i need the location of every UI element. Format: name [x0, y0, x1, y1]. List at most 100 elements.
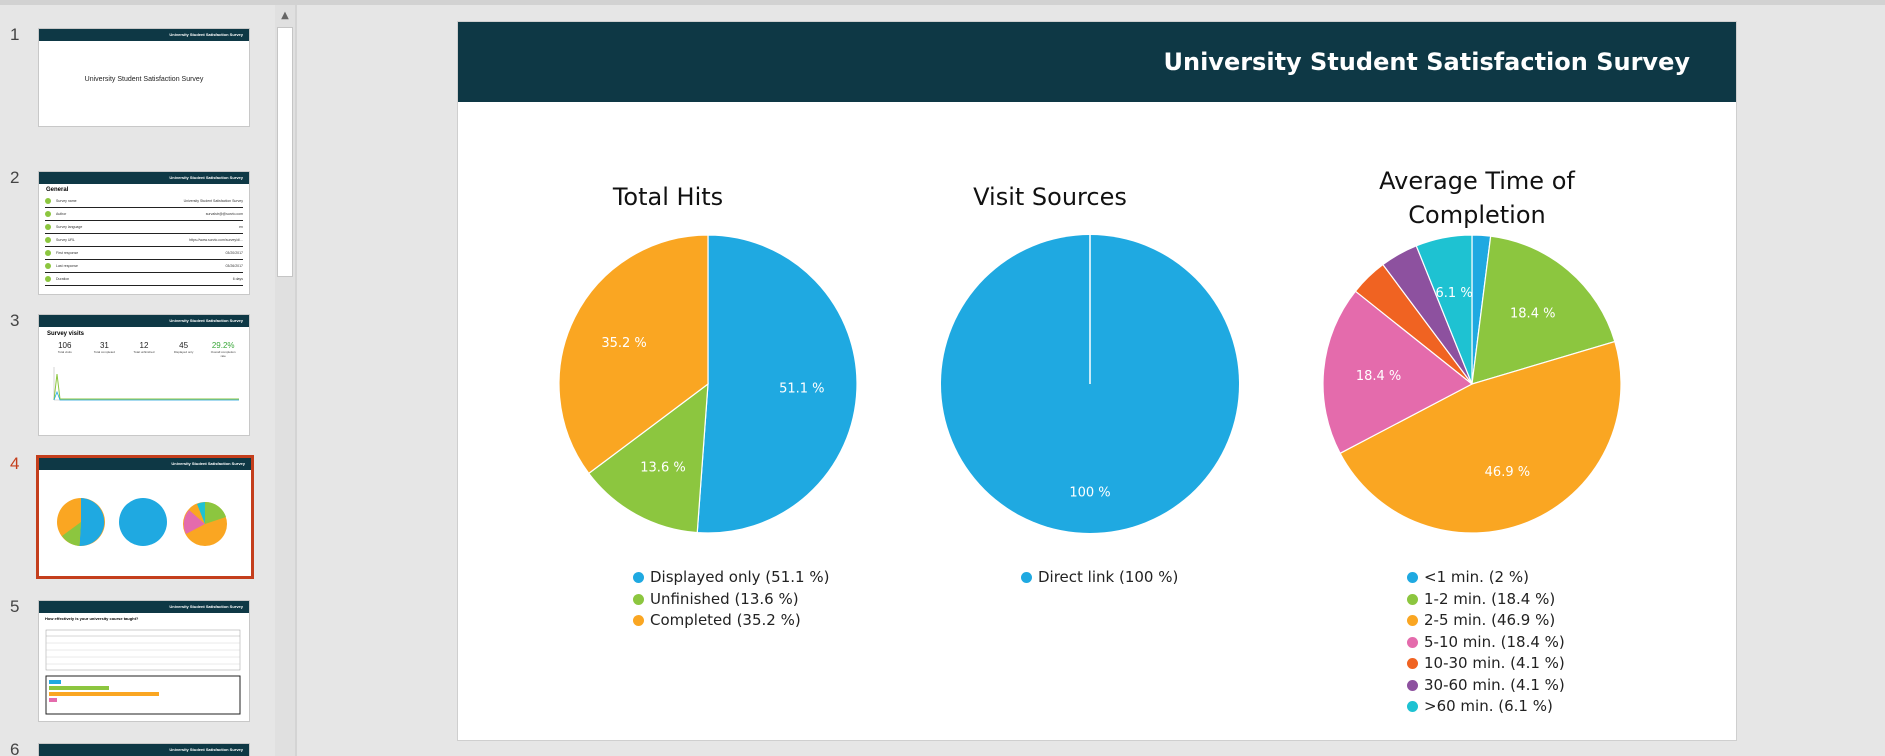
thumb-row-value: en [239, 225, 243, 229]
thumb-header: University Student Satisfaction Survey [39, 744, 249, 756]
legend-label: Completed (35.2 %) [650, 611, 801, 629]
legend-label: 2-5 min. (46.9 %) [1424, 611, 1556, 629]
thumb-table-and-bars [45, 629, 241, 715]
legend-item-2-5-min: 2-5 min. (46.9 %) [1407, 610, 1565, 632]
thumb-row-value: survalstr@@survio.com [205, 212, 243, 216]
thumb-stat-label: Total completed [93, 350, 115, 354]
pie-chart-total-hits[interactable]: 51.1 % 13.6 % 35.2 % [558, 234, 858, 534]
legend-swatch [1407, 615, 1418, 626]
legend-item-10-30-min: 10-30 min. (4.1 %) [1407, 653, 1565, 675]
thumb-info-row: Survey language en [45, 221, 243, 234]
slide-number-4: 4 [10, 454, 20, 473]
pie-slice-5-10-min[interactable] [1322, 290, 1474, 455]
thumb-header: University Student Satisfaction Survey [39, 29, 249, 41]
slide-thumbnail-1[interactable]: University Student Satisfaction Survey U… [38, 28, 250, 127]
thumb-stat-value: 29.2% [211, 341, 235, 350]
info-circle-icon [45, 276, 51, 282]
legend-label: 30-60 min. (4.1 %) [1424, 675, 1565, 694]
slide-thumbnail-3[interactable]: University Student Satisfaction Survey S… [38, 314, 250, 436]
pane-divider[interactable] [295, 5, 297, 756]
thumb-row-label: Survey URL [56, 238, 75, 242]
legend-item-30-60-min: 30-60 min. (4.1 %) [1407, 675, 1565, 697]
scrollbar-thumb[interactable] [277, 27, 293, 277]
info-circle-icon [45, 224, 51, 230]
pie-data-label: 18.4 % [1356, 369, 1401, 384]
slide-thumbnail-5[interactable]: University Student Satisfaction Survey H… [38, 600, 250, 722]
legend-label: 10-30 min. (4.1 %) [1424, 654, 1565, 672]
thumb-row-label: First response [56, 251, 79, 255]
thumb-stat-label: Total visits [57, 350, 72, 354]
legend-swatch [1407, 679, 1418, 691]
thumb-info-row: Author survalstr@@survio.com [45, 208, 243, 221]
info-circle-icon [45, 198, 51, 204]
legend-swatch [1407, 593, 1418, 605]
thumb-stat: 45 Displayed only [169, 341, 199, 358]
pie-data-label: 51.1 % [779, 381, 824, 396]
legend-label: Direct link (100 %) [1038, 568, 1179, 586]
legend-swatch [1021, 572, 1032, 583]
thumb-info-table: Survey name University Student Satisfacti… [39, 195, 249, 286]
legend-item-60-min: >60 min. (6.1 %) [1407, 696, 1565, 718]
legend-swatch [633, 572, 644, 583]
thumb-info-row: Duration 6 days [45, 273, 243, 286]
thumb-stat-value: 31 [99, 341, 109, 350]
window-top-strip [0, 0, 1885, 5]
legend-swatch [1407, 572, 1418, 583]
legend-swatch [633, 615, 644, 626]
legend-swatch [1407, 636, 1418, 648]
legend-swatch [633, 593, 644, 605]
scroll-up-arrow-icon[interactable]: ▲ [281, 10, 289, 21]
pie-slice-unfinished[interactable] [587, 382, 709, 534]
thumbnail-scrollbar[interactable]: ▲ [275, 5, 295, 756]
pie-slice-1-2-min[interactable] [1471, 235, 1616, 385]
thumb-row-label: Duration [56, 277, 70, 281]
thumb-stat: 29.2% Overall completion rate [208, 341, 238, 358]
chart-title-average-time: Average Time of Completion [1379, 167, 1575, 229]
thumb-stat-value: 106 [58, 341, 72, 350]
thumb-row-value: 6 days [232, 277, 243, 281]
thumb-row-value: University Student Satisfaction Survey [183, 199, 243, 203]
thumb-header: University Student Satisfaction Survey [39, 172, 249, 184]
thumb-section-title: How effectively is your university cours… [45, 616, 139, 621]
current-slide[interactable]: University Student Satisfaction Survey T… [457, 21, 1737, 741]
pie-data-label: 6.1 % [1436, 286, 1473, 301]
thumb-row-label: Survey language [56, 225, 83, 229]
info-circle-icon [45, 211, 51, 217]
legend-swatch [1407, 701, 1418, 712]
thumb-pie-charts [57, 498, 227, 547]
slide-thumbnail-2[interactable]: University Student Satisfaction Survey G… [38, 171, 250, 295]
legend-item-unfinished: Unfinished (13.6 %) [633, 589, 829, 611]
slide-thumbnail-pane[interactable]: 1 University Student Satisfaction Survey… [0, 5, 275, 756]
legend-average-time: <1 min. (2 %) 1-2 min. (18.4 %) 2-5 min. (… [1407, 567, 1565, 718]
info-circle-icon [45, 237, 51, 243]
slide-thumbnail-4[interactable]: University Student Satisfaction Survey [36, 455, 254, 579]
thumb-visits-line-chart [53, 367, 239, 401]
pie-data-label: 13.6 % [640, 460, 685, 475]
thumb-stat: 31 Total completed [89, 341, 119, 358]
pie-chart-average-time[interactable]: 18.4 % 46.9 % 18.4 % 6.1 % [1322, 234, 1622, 534]
pie-slice-displayed-only[interactable] [696, 234, 858, 534]
info-circle-icon [45, 250, 51, 256]
pie-chart-visit-sources[interactable]: 100 % [940, 234, 1240, 534]
slide-thumbnail-6[interactable]: University Student Satisfaction Survey [38, 743, 250, 756]
thumb-row-value: 03/20/2017 [225, 251, 243, 255]
chart-title-total-hits: Total Hits [612, 183, 724, 211]
legend-label: 1-2 min. (18.4 %) [1424, 589, 1556, 608]
pie-slice-completed[interactable] [558, 234, 709, 475]
pie-data-label: 100 % [1069, 485, 1110, 500]
slide-header-bar: University Student Satisfaction Survey [458, 22, 1736, 102]
pie-data-label: 46.9 % [1485, 465, 1530, 480]
pie-slice-2-5-min[interactable] [1339, 340, 1622, 534]
pie-slice-60-min[interactable] [1415, 234, 1473, 385]
slide-number-3: 3 [10, 311, 20, 330]
legend-label: >60 min. (6.1 %) [1424, 697, 1553, 715]
legend-label: 5-10 min. (18.4 %) [1424, 632, 1565, 651]
thumb-header: University Student Satisfaction Survey [39, 601, 249, 613]
thumb-stat-label: Overall completion rate [210, 350, 236, 358]
thumb-title: University Student Satisfaction Survey [84, 76, 204, 83]
slide-editing-canvas: University Student Satisfaction Survey T… [297, 5, 1885, 756]
thumb-row-label: Author [56, 212, 67, 216]
legend-item-5-10-min: 5-10 min. (18.4 %) [1407, 632, 1565, 654]
thumb-stat-label: Displayed only [173, 350, 194, 354]
pie-data-label: 18.4 % [1510, 306, 1555, 321]
